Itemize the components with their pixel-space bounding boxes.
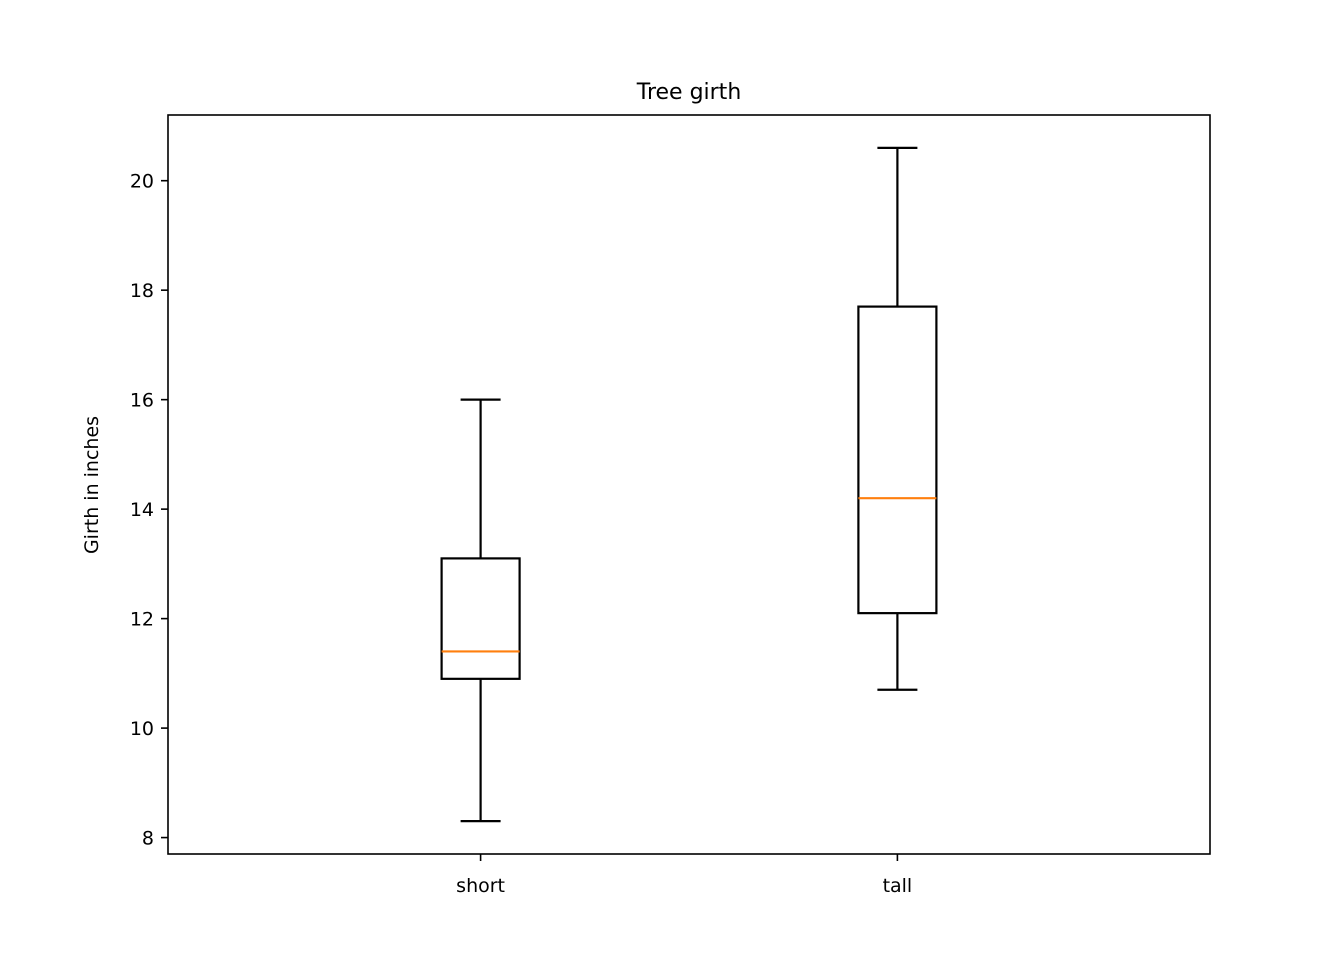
y-tick-label: 12 <box>130 609 154 631</box>
iqr-box <box>857 305 938 615</box>
y-tick-label: 16 <box>130 390 154 412</box>
y-tick-label: 10 <box>130 718 154 740</box>
x-axis: short tall <box>456 854 912 897</box>
iqr-box <box>440 557 521 680</box>
y-tick-label: 8 <box>142 828 154 850</box>
plot-area-frame <box>167 114 1211 855</box>
box-tall <box>857 146 938 691</box>
chart-title: Tree girth <box>636 80 742 105</box>
y-tick-label: 14 <box>130 499 154 521</box>
y-axis: 8 10 12 14 16 18 20 <box>130 171 168 850</box>
x-tick-label: tall <box>883 875 913 897</box>
x-tick-label: short <box>456 875 505 897</box>
box-short <box>440 398 521 823</box>
y-tick-label: 20 <box>130 171 154 193</box>
box-series <box>440 146 938 823</box>
y-tick-label: 18 <box>130 280 154 302</box>
y-axis-label: Girth in inches <box>81 416 103 554</box>
